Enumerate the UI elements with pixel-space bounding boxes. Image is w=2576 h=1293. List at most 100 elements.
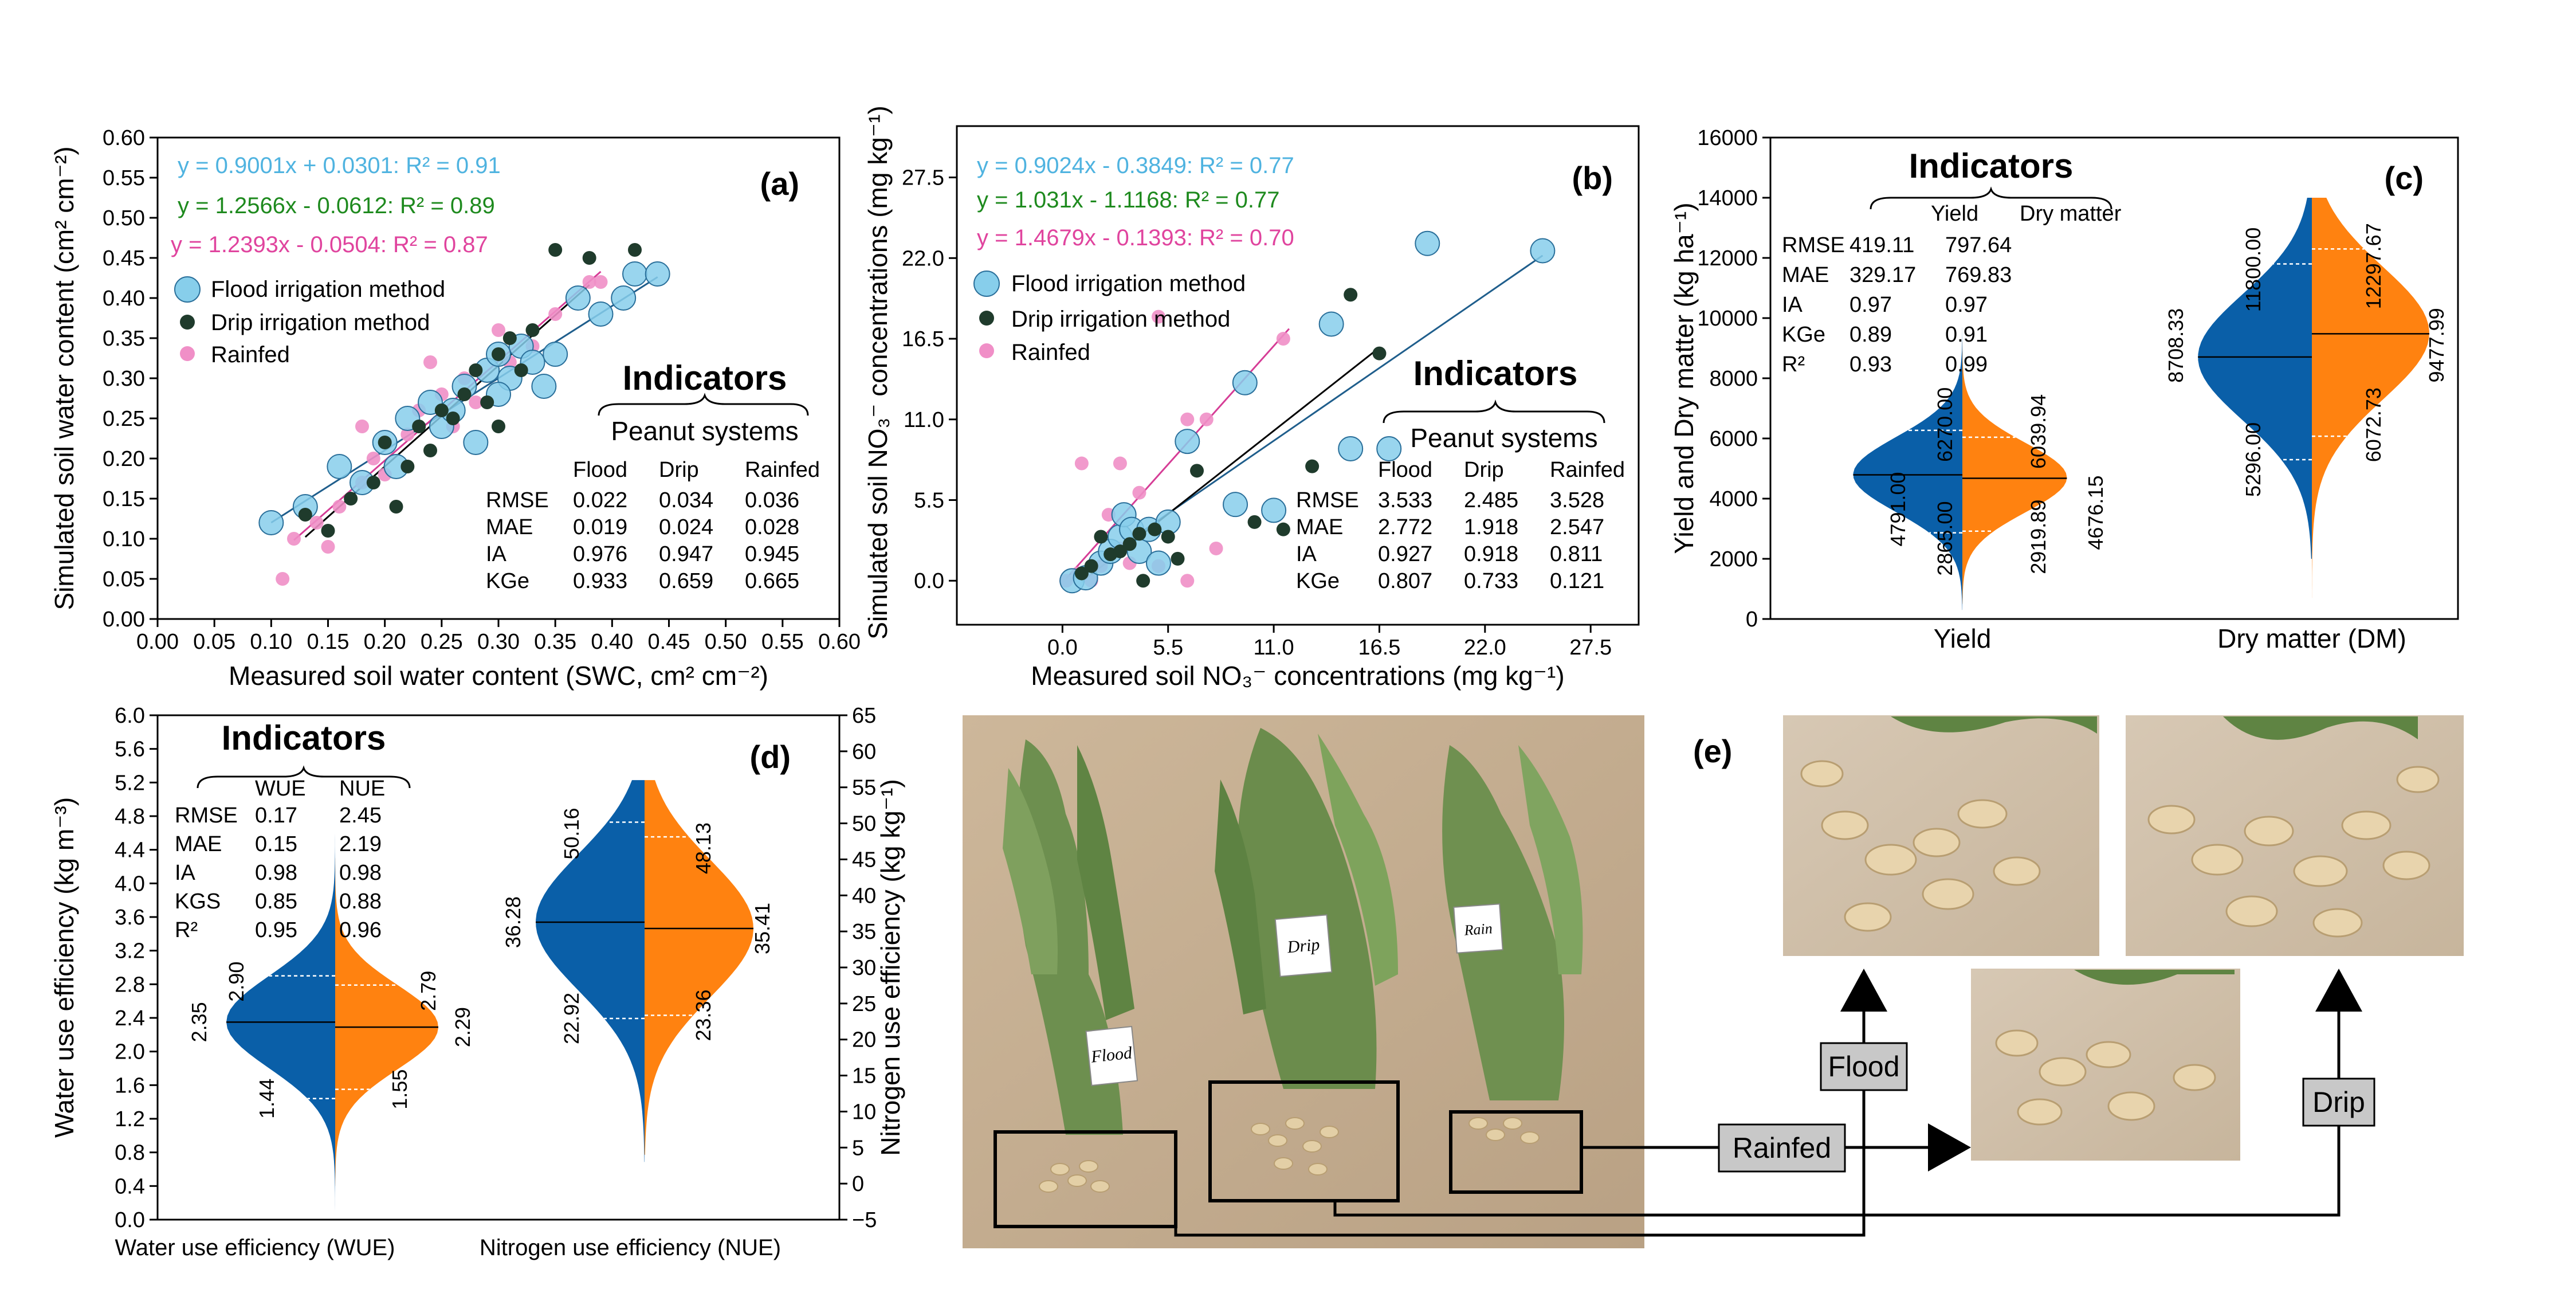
table-row-label: R² — [1782, 352, 1805, 377]
y-tick-label-right: 55 — [852, 776, 876, 800]
table-d-title: Indicators — [222, 719, 386, 757]
panel-c-cat-yield: Yield — [1934, 624, 1992, 653]
table-cell: 0.022 — [573, 488, 627, 512]
plant-tags: Flood Drip Rain — [1085, 903, 1503, 1087]
closeup-flood-photo — [1783, 715, 2099, 956]
violin-half-right — [335, 858, 438, 1186]
table-row-label: IA — [1782, 293, 1803, 317]
table-cell: 419.11 — [1849, 233, 1914, 257]
data-point-rainfed — [321, 540, 335, 554]
x-tick-label: 0.45 — [648, 630, 690, 654]
violin-value-label: 2.29 — [451, 1007, 474, 1047]
violin-value-label: 6072.73 — [2362, 387, 2385, 462]
closeup-rainfed-photo — [1971, 969, 2240, 1161]
table-cell: 0.933 — [573, 569, 627, 593]
data-point-flood — [1415, 230, 1440, 256]
legend-drip-label: Drip irrigation method — [211, 310, 430, 335]
data-point-rainfed — [1132, 485, 1146, 500]
data-point-rainfed — [582, 275, 596, 289]
table-cell: 0.88 — [339, 890, 382, 914]
data-point-drip — [1305, 459, 1320, 473]
y-tick-label-left: 2.4 — [115, 1006, 145, 1031]
data-point-flood — [1530, 238, 1556, 264]
data-point-drip — [1190, 464, 1204, 478]
y-tick-label-left: 5.2 — [115, 771, 145, 795]
y-tick-label: 5.5 — [914, 489, 944, 513]
table-row-label: KGe — [486, 569, 529, 593]
y-tick-label: 0.35 — [103, 327, 145, 351]
y-tick-label: 12000 — [1697, 246, 1758, 271]
table-b-subtitle: Peanut systems — [1410, 423, 1597, 453]
label-box-drip: Drip — [2302, 1078, 2375, 1127]
y-tick-label-right: 45 — [852, 848, 876, 872]
violin-value-label: 8708.33 — [2164, 308, 2188, 383]
y-tick-label-right: 35 — [852, 920, 876, 944]
x-tick-label: 0.50 — [705, 630, 747, 654]
violin-value-label: 9477.99 — [2425, 308, 2448, 382]
data-point-flood — [327, 454, 352, 479]
panel-c-violin: 0 2000 4000 6000 8000 10000 12000 14000 16000 47… — [1669, 126, 2459, 653]
y-tick-label-right: 20 — [852, 1028, 876, 1052]
table-c-col-dm: Dry matter — [2020, 202, 2122, 226]
data-point-drip — [1084, 559, 1098, 573]
data-point-rainfed — [400, 428, 415, 441]
panel-b-indicator-table: Indicators Peanut systems Flood Drip Rai… — [1296, 354, 1625, 593]
x-tick-label: 16.5 — [1358, 636, 1400, 660]
data-point-flood — [1318, 311, 1344, 337]
data-point-drip — [480, 395, 494, 409]
y-tick-label: 0.60 — [103, 126, 145, 150]
data-point-drip — [412, 420, 426, 433]
data-point-drip — [525, 323, 540, 337]
data-point-rainfed — [276, 572, 290, 586]
panel-a-eq-rainfed: y = 1.2393x - 0.0504: R² = 0.87 — [171, 232, 488, 257]
table-b-brace — [1383, 399, 1605, 424]
highlight-box-drip — [1208, 1080, 1400, 1202]
table-row-label: RMSE — [486, 488, 549, 512]
data-point-rainfed — [1180, 574, 1195, 588]
table-cell: 0.89 — [1849, 323, 1892, 347]
y-tick-label: 0.25 — [103, 407, 145, 431]
data-point-rainfed — [594, 275, 608, 289]
table-row-label: KGe — [1296, 569, 1340, 593]
violin-value-label: 1.55 — [388, 1069, 411, 1110]
arrow-up-drip — [2315, 969, 2362, 1012]
legend-b-rainfed-marker — [979, 343, 994, 358]
data-point-flood — [622, 261, 647, 287]
label-rainfed: Rainfed — [1733, 1132, 1831, 1164]
data-point-flood — [645, 261, 670, 287]
violin-value-label: 11800.00 — [2241, 228, 2265, 312]
table-cell: 0.927 — [1378, 542, 1432, 566]
data-point-drip — [1276, 522, 1290, 536]
panel-b-eq-rainfed: y = 1.4679x - 0.1393: R² = 0.70 — [977, 225, 1294, 250]
x-tick-label: 0.30 — [477, 630, 520, 654]
violin-value-label: 2.90 — [225, 962, 248, 1002]
data-point-drip — [457, 387, 472, 401]
y-tick-label-right: 30 — [852, 956, 876, 980]
data-point-flood — [1261, 497, 1287, 523]
legend-flood-label: Flood irrigation method — [211, 277, 445, 302]
data-point-rainfed — [1199, 412, 1214, 426]
table-a-title: Indicators — [623, 359, 787, 397]
y-tick-label: 0.40 — [103, 287, 145, 311]
data-point-drip — [298, 508, 312, 522]
violin-value-label: 2865.00 — [1933, 501, 1957, 576]
violin-value-label: 35.41 — [751, 903, 774, 954]
panel-a-legend: Flood irrigation method Drip irrigation … — [174, 276, 445, 367]
y-tick-label-left: 0.8 — [115, 1141, 145, 1165]
panel-d-violin: 0.0 0.4 0.8 1.2 1.6 2.0 2.4 2.8 3.2 3.6 4.0 4.4 4.8 5… — [49, 704, 905, 1260]
table-cell: 0.121 — [1550, 569, 1604, 593]
violin-half-right — [2312, 198, 2429, 598]
table-cell: 0.665 — [745, 569, 799, 593]
table-row-label: MAE — [486, 515, 533, 539]
y-tick-label: 27.5 — [902, 166, 944, 190]
violin-value-label: 23.36 — [692, 989, 715, 1041]
y-tick-label-left: 3.2 — [115, 939, 145, 963]
table-d-col-nue: NUE — [339, 777, 385, 801]
table-cell: 0.036 — [745, 488, 799, 512]
data-point-rainfed — [1276, 332, 1290, 346]
table-cell: 0.96 — [339, 918, 382, 942]
y-tick-label-left: 2.0 — [115, 1040, 145, 1064]
y-tick-label-right: 25 — [852, 992, 876, 1016]
data-point-rainfed — [1151, 309, 1165, 324]
data-point-rainfed — [469, 395, 483, 409]
